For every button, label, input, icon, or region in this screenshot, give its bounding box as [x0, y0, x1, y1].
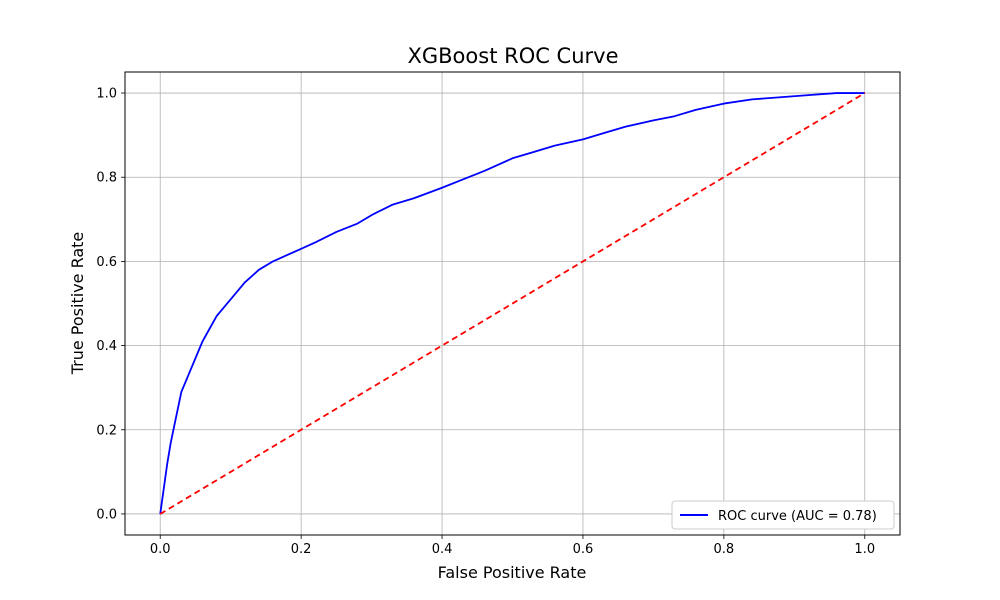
y-tick-label: 0.0	[96, 507, 117, 522]
x-tick-label: 0.6	[573, 542, 594, 557]
legend-label-roc: ROC curve (AUC = 0.78)	[718, 509, 877, 524]
y-tick-label: 0.6	[96, 255, 117, 270]
series-layer	[159, 92, 866, 515]
x-axis-title: False Positive Rate	[438, 563, 587, 582]
legend-box	[671, 500, 895, 530]
y-tick-label: 0.4	[96, 339, 117, 354]
x-tick-label: 0.0	[150, 542, 171, 557]
x-tick-label: 0.8	[714, 542, 735, 557]
x-tick-label: 0.2	[291, 542, 312, 557]
y-tick-label: 0.8	[96, 171, 117, 186]
y-axis-ticks: 0.0 0.2 0.4 0.6 0.8 1.0	[96, 87, 125, 522]
y-tick-label: 0.2	[96, 423, 117, 438]
x-tick-label: 0.4	[432, 542, 453, 557]
y-axis-title: True Positive Rate	[68, 232, 87, 376]
plot-frame	[124, 71, 901, 536]
chart-title: XGBoost ROC Curve	[407, 44, 618, 68]
chance-diagonal-line	[159, 92, 866, 515]
x-axis-ticks: 0.0 0.2 0.4 0.6 0.8 1.0	[150, 535, 875, 557]
roc-curve-line	[159, 92, 865, 515]
legend: ROC curve (AUC = 0.78)	[671, 500, 895, 530]
x-tick-label: 1.0	[854, 542, 875, 557]
y-tick-label: 1.0	[96, 87, 117, 102]
